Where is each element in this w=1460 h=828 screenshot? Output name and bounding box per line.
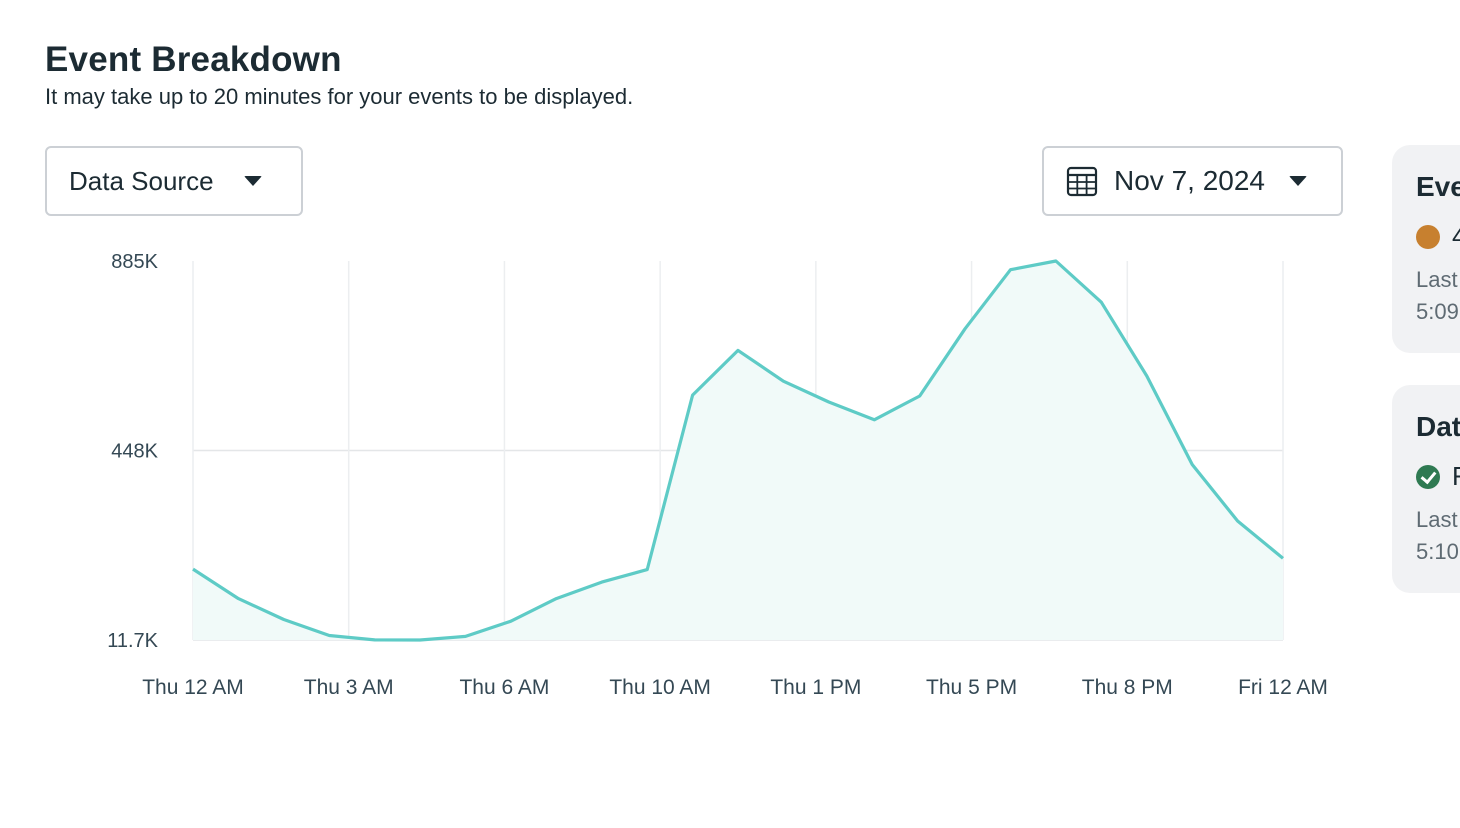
x-axis: Thu 12 AM Thu 3 AM Thu 6 AM Thu 10 AM Thu 1 … (142, 676, 1328, 699)
data-source-label: Data Source (69, 165, 214, 196)
data-source-status-row: F (1416, 461, 1460, 492)
data-source-status-text: F (1452, 461, 1460, 491)
chart-line (192, 259, 1285, 642)
x-tick-label: Thu 3 AM (304, 676, 394, 699)
events-meta-line1: Last (1416, 267, 1458, 292)
data-source-card-title: Dat (1416, 411, 1460, 442)
x-tick-label: Thu 6 AM (459, 676, 549, 699)
data-source-meta-line1: Last (1416, 507, 1458, 532)
date-label: Nov 7, 2024 (1114, 165, 1265, 196)
page-subtitle: It may take up to 20 minutes for your ev… (45, 84, 634, 109)
x-tick-label: Fri 12 AM (1238, 676, 1328, 699)
warning-dot-icon (1416, 224, 1440, 249)
x-tick-label: Thu 1 PM (770, 676, 861, 699)
events-meta-line2: 5:09 (1416, 299, 1459, 324)
data-source-meta-line2: 5:10 (1416, 539, 1459, 564)
x-tick-label: Thu 10 AM (609, 676, 711, 699)
chart-area (193, 261, 1283, 640)
x-tick-label: Thu 12 AM (142, 676, 244, 699)
y-tick-label: 448K (111, 441, 158, 463)
x-tick-label: Thu 8 PM (1082, 676, 1173, 699)
events-card: Eve 4 Last 5:09 (1392, 145, 1460, 353)
y-tick-label: 11.7K (107, 630, 158, 652)
data-source-last-received: Last 5:10 (1416, 504, 1460, 568)
date-picker[interactable]: Nov 7, 2024 (1042, 146, 1343, 216)
events-status-row: 4 (1416, 221, 1460, 252)
data-source-dropdown[interactable]: Data Source (45, 146, 303, 216)
data-source-card: Dat F Last 5:10 (1392, 385, 1460, 593)
y-tick-label: 885K (111, 251, 158, 273)
events-last-received: Last 5:09 (1416, 264, 1460, 328)
check-circle-icon (1416, 464, 1440, 489)
page-title: Event Breakdown (45, 40, 342, 79)
caret-down-icon (1289, 176, 1307, 186)
events-card-title: Eve (1416, 171, 1460, 202)
caret-down-icon (243, 176, 262, 186)
y-axis: 885K 448K 11.7K (107, 251, 158, 652)
events-status-text: 4 (1452, 221, 1460, 251)
x-tick-label: Thu 5 PM (926, 676, 1017, 699)
calendar-icon (1066, 166, 1098, 197)
